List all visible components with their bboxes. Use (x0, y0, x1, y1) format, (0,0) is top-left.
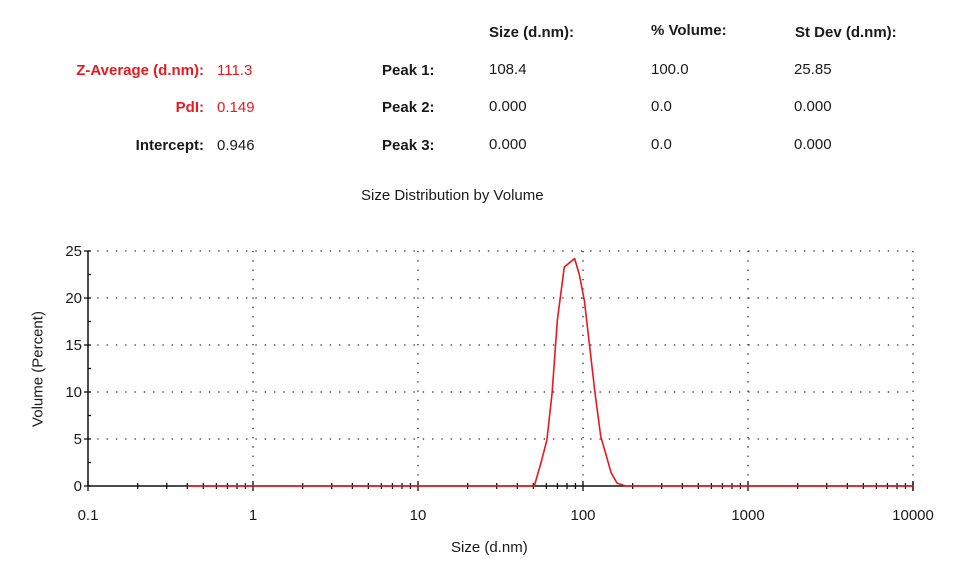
header-stdev: St Dev (d.nm): (795, 24, 897, 41)
peak-2-volume: 0.0 (651, 98, 672, 115)
y-tick-label: 10 (65, 384, 82, 401)
peak-3-stdev: 0.000 (794, 136, 832, 153)
y-tick-label: 20 (65, 290, 82, 307)
x-tick-label: 10 (410, 507, 427, 524)
x-axis-label: Size (d.nm) (451, 539, 528, 556)
intercept-value: 0.946 (217, 137, 255, 154)
header-volume: % Volume: (651, 22, 727, 39)
z-average-label: Z-Average (d.nm): (76, 62, 204, 79)
peak-2-label: Peak 2: (382, 99, 435, 116)
z-average-value: 111.3 (217, 62, 253, 79)
peak-3-volume: 0.0 (651, 136, 672, 153)
header-size: Size (d.nm): (489, 24, 574, 41)
y-tick-label: 15 (65, 337, 82, 354)
y-tick-label: 5 (74, 431, 82, 448)
x-tick-label: 1000 (731, 507, 764, 524)
x-tick-label: 0.1 (78, 507, 99, 524)
series-line (187, 257, 913, 487)
x-tick-label: 10000 (892, 507, 934, 524)
peak-3-size: 0.000 (489, 136, 527, 153)
peak-1-label: Peak 1: (382, 62, 435, 79)
chart-title: Size Distribution by Volume (361, 187, 544, 204)
pdi-label: PdI: (175, 99, 204, 116)
peak-1-stdev: 25.85 (794, 61, 832, 78)
intercept-label: Intercept: (135, 137, 204, 154)
peak-2-size: 0.000 (489, 98, 527, 115)
peak-1-size: 108.4 (489, 61, 527, 78)
y-tick-label: 0 (74, 478, 82, 495)
peak-2-stdev: 0.000 (794, 98, 832, 115)
peak-1-volume: 100.0 (651, 61, 689, 78)
peak-3-label: Peak 3: (382, 137, 435, 154)
pdi-value: 0.149 (217, 99, 255, 116)
x-tick-label: 100 (570, 507, 595, 524)
y-tick-label: 25 (65, 243, 82, 260)
x-tick-label: 1 (249, 507, 257, 524)
